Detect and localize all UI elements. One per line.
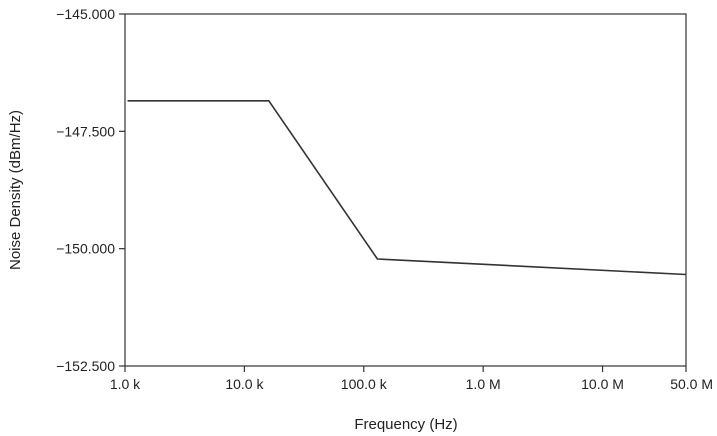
x-axis-label: Frequency (Hz) [354, 416, 457, 433]
y-tick-label: −147.500 [56, 123, 115, 139]
noise-density-series-line [127, 100, 687, 276]
y-tick-label: −145.000 [56, 6, 115, 22]
y-tick-label: −152.500 [56, 358, 115, 374]
x-tick-label: 50.0 M [670, 376, 713, 392]
x-tick-label: 1.0 k [110, 376, 141, 392]
x-tick-label: 1.0 M [466, 376, 501, 392]
x-axis: 1.0 k 10.0 k 100.0 k 1.0 M 10.0 M 50.0 M [110, 366, 713, 392]
x-tick-label: 100.0 k [341, 376, 388, 392]
y-tick-label: −150.000 [56, 241, 115, 257]
series-layer [127, 100, 687, 276]
y-axis: −145.000 −147.500 −150.000 −152.500 [56, 6, 125, 374]
y-axis-label: Noise Density (dBm/Hz) [7, 110, 24, 270]
x-tick-label: 10.0 k [225, 376, 264, 392]
x-tick-label: 10.0 M [581, 376, 624, 392]
plot-area [124, 13, 687, 367]
